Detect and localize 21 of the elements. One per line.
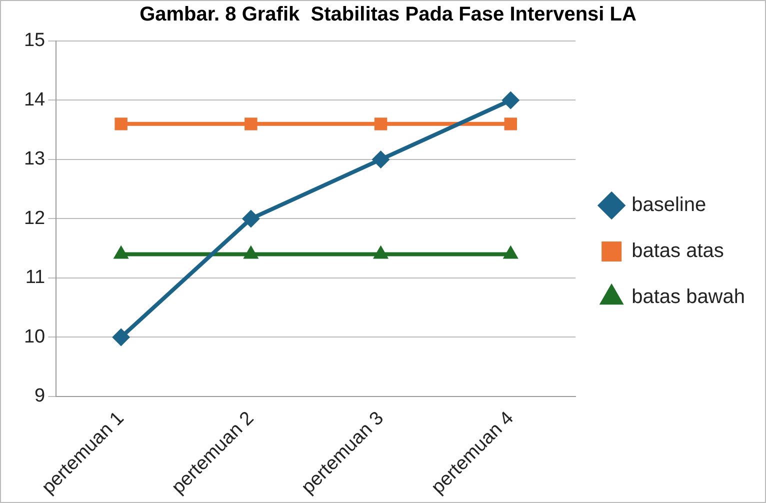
y-tick-label: 11 [25,267,46,288]
y-tick-label: 12 [24,208,46,229]
point [504,118,518,130]
legend-label: baseline [632,194,706,216]
point [243,245,259,259]
point [502,245,518,259]
y-tick-label: 13 [24,148,46,170]
point [113,245,129,259]
y-tick-label: 15 [24,30,46,52]
legend-label: batas bawah [632,286,746,308]
point [372,245,389,259]
point [244,118,258,130]
point [374,118,388,130]
chart-title: Gambar. 8 Grafik Stabilitas Pada Fase Intervensi LA [140,4,636,26]
point [502,91,520,110]
y-tick-label: 14 [24,89,46,110]
legend-label: batas atas [632,240,724,262]
point [114,118,128,130]
point [372,150,390,168]
y-tick-label: 10 [24,326,46,348]
y-tick-label: 9 [34,386,46,407]
